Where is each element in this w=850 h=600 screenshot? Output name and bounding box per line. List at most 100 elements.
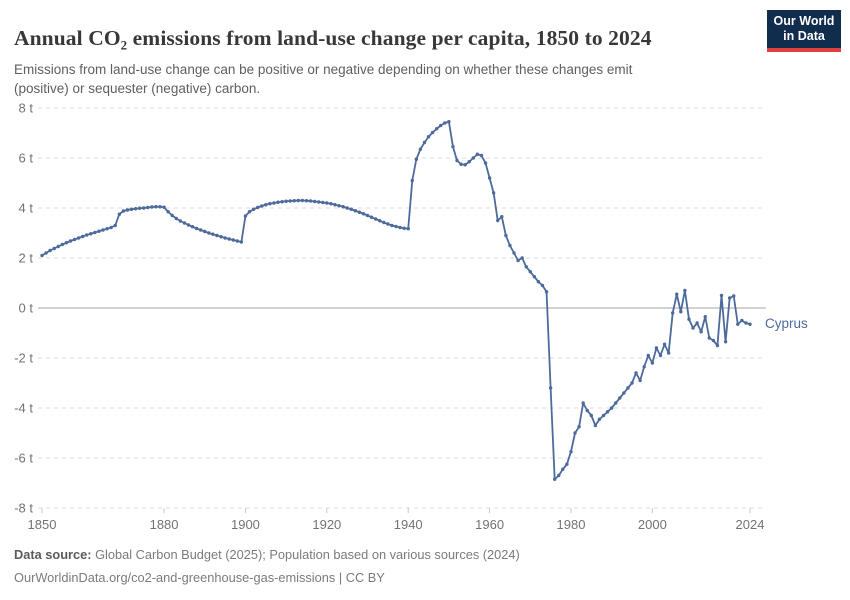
data-point[interactable] [642,365,646,369]
data-point[interactable] [125,208,130,212]
data-point[interactable] [455,158,459,163]
data-point[interactable] [443,121,447,125]
data-point[interactable] [353,209,358,213]
data-point[interactable] [369,215,374,219]
data-point[interactable] [658,353,663,358]
data-point[interactable] [89,232,93,236]
data-point[interactable] [121,209,126,213]
data-point[interactable] [679,310,683,314]
data-point[interactable] [670,311,675,315]
emissions-line[interactable] [41,120,751,481]
data-point[interactable] [622,391,626,395]
data-point[interactable] [410,178,414,183]
data-point[interactable] [475,152,480,156]
data-point[interactable] [239,240,244,244]
data-point[interactable] [479,153,484,158]
data-point[interactable] [162,205,166,209]
data-point[interactable] [516,258,520,263]
data-point[interactable] [638,378,642,383]
data-point[interactable] [386,222,390,226]
data-point[interactable] [255,205,260,210]
data-point[interactable] [378,219,382,223]
license-line[interactable]: OurWorldinData.org/co2-and-greenhouse-ga… [14,570,385,585]
data-point[interactable] [447,120,451,124]
data-point[interactable] [561,467,565,471]
data-point[interactable] [487,176,492,180]
data-point[interactable] [349,207,353,211]
data-point[interactable] [715,343,720,348]
data-point[interactable] [93,230,97,235]
data-point[interactable] [748,322,752,326]
data-point[interactable] [85,233,89,237]
data-point[interactable] [736,322,740,326]
data-point[interactable] [451,145,455,149]
data-point[interactable] [394,224,398,229]
data-point[interactable] [341,205,345,209]
data-point[interactable] [422,140,427,145]
data-point[interactable] [186,223,191,227]
data-point[interactable] [569,450,573,454]
data-point[interactable] [426,135,431,139]
data-point[interactable] [223,236,227,240]
data-point[interactable] [357,210,362,214]
data-point[interactable] [190,225,195,229]
data-point[interactable] [646,353,650,358]
data-point[interactable] [727,296,732,300]
data-point[interactable] [40,253,44,258]
data-point[interactable] [260,204,264,208]
data-point[interactable] [520,256,524,260]
data-point[interactable] [500,215,504,219]
data-point[interactable] [723,340,728,344]
data-point[interactable] [585,408,589,413]
data-point[interactable] [113,223,117,228]
data-point[interactable] [211,232,215,236]
data-point[interactable] [703,315,707,319]
data-point[interactable] [64,241,69,245]
data-point[interactable] [483,161,488,165]
data-point[interactable] [634,371,638,375]
data-point[interactable] [105,227,109,231]
data-point[interactable] [231,238,235,242]
data-point[interactable] [687,317,691,321]
data-point[interactable] [430,130,435,135]
data-point[interactable] [276,200,280,204]
data-point[interactable] [198,228,203,232]
data-point[interactable] [296,198,301,203]
data-point[interactable] [691,326,695,330]
data-point[interactable] [589,413,594,418]
data-point[interactable] [207,231,211,235]
data-point[interactable] [166,210,170,214]
data-point[interactable] [618,396,622,400]
data-point[interactable] [544,290,549,294]
data-point[interactable] [650,361,655,365]
data-point[interactable] [170,213,174,218]
data-point[interactable] [593,423,598,428]
data-point[interactable] [288,199,292,203]
data-point[interactable] [548,386,553,390]
data-point[interactable] [80,234,85,239]
data-point[interactable] [508,243,512,248]
data-point[interactable] [117,212,122,216]
data-point[interactable] [194,226,199,231]
data-point[interactable] [711,338,716,343]
data-point[interactable] [182,221,187,225]
data-point[interactable] [150,205,154,209]
data-point[interactable] [683,288,687,293]
data-point[interactable] [154,205,158,209]
data-point[interactable] [552,477,557,481]
data-point[interactable] [284,199,288,203]
data-point[interactable] [52,246,56,251]
data-point[interactable] [109,225,113,230]
data-point[interactable] [390,223,394,228]
data-point[interactable] [203,229,207,234]
data-point[interactable] [361,212,366,216]
data-point[interactable] [557,473,561,478]
data-point[interactable] [333,203,337,207]
data-point[interactable] [744,321,748,325]
data-point[interactable] [512,251,516,255]
data-point[interactable] [695,321,699,325]
data-point[interactable] [345,206,349,210]
data-point[interactable] [97,229,101,233]
data-point[interactable] [459,162,463,166]
data-point[interactable] [504,233,508,238]
